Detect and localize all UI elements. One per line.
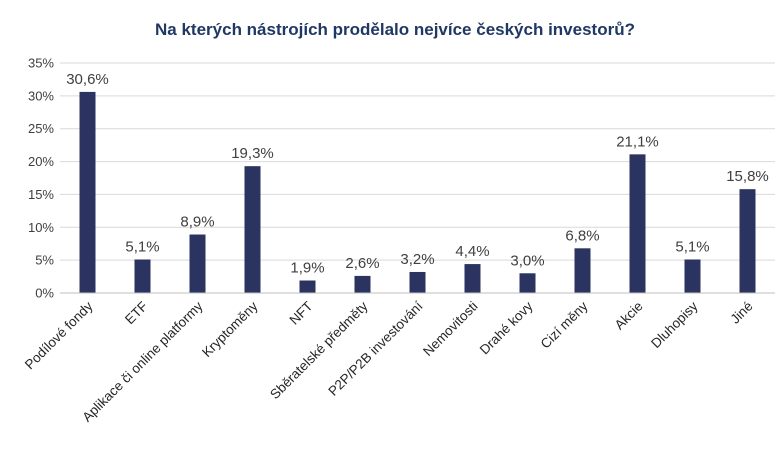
data-label: 3,2% bbox=[400, 251, 434, 268]
bar bbox=[739, 189, 756, 293]
data-label: 1,9% bbox=[290, 260, 324, 277]
bars bbox=[79, 91, 756, 294]
data-label: 2,6% bbox=[345, 255, 379, 272]
x-tick-label: Dluhopisy bbox=[648, 298, 701, 351]
y-tick-label: 30% bbox=[28, 88, 54, 103]
chart-title: Na kterých nástrojích prodělalo nejvíce … bbox=[155, 20, 635, 39]
y-tick-label: 10% bbox=[28, 220, 54, 235]
y-tick-label: 5% bbox=[35, 253, 54, 268]
data-label: 5,1% bbox=[125, 238, 159, 255]
bar bbox=[629, 154, 646, 293]
bar bbox=[464, 264, 481, 293]
data-label: 19,3% bbox=[231, 145, 274, 162]
x-tick-label: Jiné bbox=[728, 299, 756, 327]
bar bbox=[684, 259, 701, 293]
bar bbox=[574, 248, 591, 293]
x-tick-label: Aplikace či online platformy bbox=[79, 298, 205, 424]
bar bbox=[134, 259, 151, 293]
bar bbox=[409, 271, 426, 293]
x-tick-label: Akcie bbox=[612, 299, 646, 333]
y-tick-label: 0% bbox=[35, 286, 54, 301]
bar bbox=[299, 280, 316, 293]
data-label: 5,1% bbox=[675, 238, 709, 255]
gridlines bbox=[60, 62, 775, 261]
y-tick-label: 20% bbox=[28, 154, 54, 169]
bar bbox=[189, 234, 206, 293]
x-tick-label: NFT bbox=[286, 299, 315, 328]
data-label: 3,0% bbox=[510, 252, 544, 269]
data-label: 4,4% bbox=[455, 243, 489, 260]
x-tick-label: Drahé kovy bbox=[477, 298, 536, 357]
y-axis-ticks: 0% 5% 10% 15% 20% 25% 30% 35% bbox=[28, 56, 54, 301]
y-tick-label: 15% bbox=[28, 187, 54, 202]
bar bbox=[519, 273, 536, 293]
data-label: 30,6% bbox=[66, 71, 109, 88]
bar bbox=[79, 91, 96, 294]
data-label: 6,8% bbox=[565, 227, 599, 244]
x-tick-label: Podílové fondy bbox=[22, 298, 96, 372]
x-tick-label: Cizí měny bbox=[538, 298, 591, 351]
data-label: 8,9% bbox=[180, 214, 214, 231]
x-tick-label: Sběratelské předměty bbox=[267, 298, 371, 402]
x-tick-label: Nemovitosti bbox=[420, 299, 480, 359]
data-label: 15,8% bbox=[726, 168, 769, 185]
data-label: 21,1% bbox=[616, 133, 659, 150]
x-tick-label: Kryptoměny bbox=[199, 298, 261, 360]
x-tick-label: P2P/P2B investování bbox=[325, 298, 425, 398]
data-labels: 30,6% 5,1% 8,9% 19,3% 1,9% 2,6% 3,2% 4,4% 3,0% 6,… bbox=[66, 71, 769, 277]
y-tick-label: 25% bbox=[28, 121, 54, 136]
y-tick-label: 35% bbox=[28, 56, 54, 71]
x-tick-label: ETF bbox=[122, 299, 151, 328]
bar bbox=[244, 166, 261, 293]
bar bbox=[354, 275, 371, 293]
